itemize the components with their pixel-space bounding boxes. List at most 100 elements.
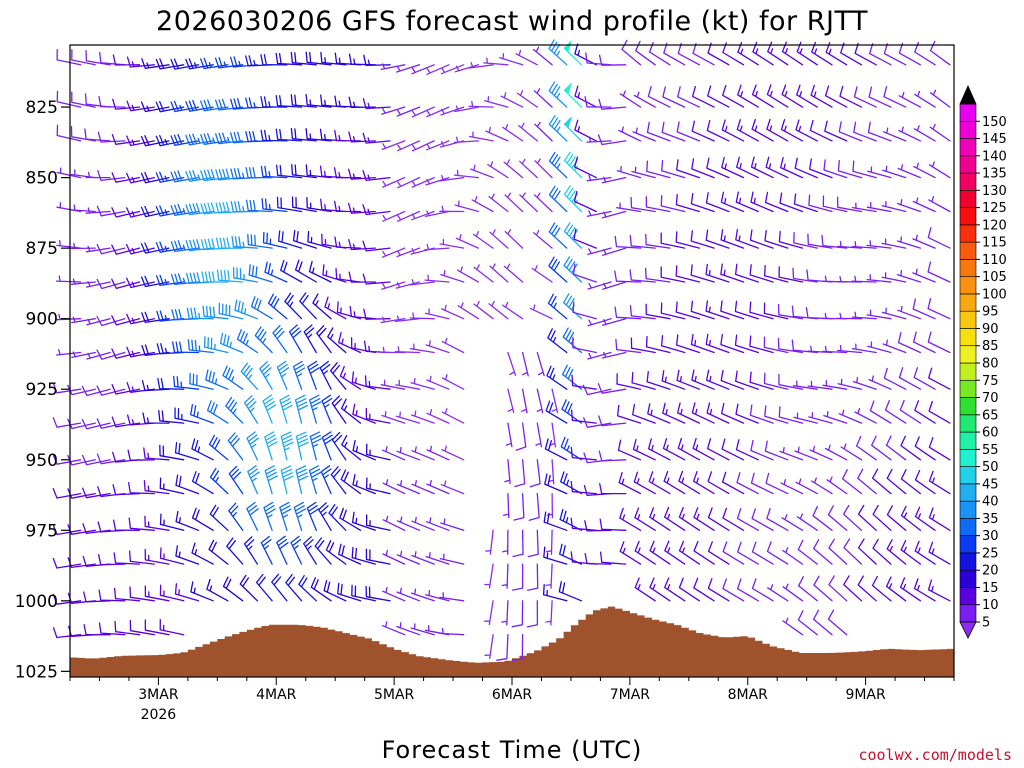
wind-barb — [661, 370, 686, 390]
wind-barb — [309, 394, 322, 424]
wind-barb-staff — [854, 408, 877, 424]
wind-barb-staff — [691, 158, 715, 179]
wind-barb — [275, 52, 303, 66]
wind-barb — [363, 308, 391, 320]
wind-barb-staff — [866, 274, 892, 283]
wind-barb-staff — [321, 394, 333, 424]
wind-barb-staff — [362, 204, 391, 216]
wind-barb — [200, 168, 229, 182]
wind-barb-staff — [573, 190, 597, 213]
wind-barb — [240, 362, 259, 390]
wind-barb-staff — [126, 277, 155, 289]
wind-barb-staff — [707, 471, 730, 495]
wind-barb-staff — [276, 535, 289, 565]
wind-barb — [821, 234, 848, 249]
wind-barb — [228, 502, 244, 531]
wind-barb — [484, 563, 494, 589]
wind-barb-staff — [646, 370, 671, 390]
wind-barb-staff — [275, 128, 303, 142]
wind-barb — [425, 176, 450, 186]
wind-barb — [503, 492, 510, 519]
wind-barb — [598, 415, 627, 427]
wind-barb — [314, 537, 332, 565]
wind-barb-staff — [721, 156, 745, 179]
wind-barb — [548, 81, 568, 108]
wind-barb-staff — [824, 85, 848, 108]
wind-barb — [529, 459, 541, 488]
wind-barb-staff — [312, 293, 332, 320]
colorbar-cell — [959, 259, 977, 277]
wind-barb — [499, 53, 524, 66]
wind-barb-staff — [900, 539, 922, 565]
wind-barb-staff — [722, 578, 745, 602]
wind-barb — [453, 169, 480, 179]
wind-barb — [319, 360, 332, 390]
wind-barb-staff — [230, 98, 259, 110]
wind-barb — [380, 63, 406, 71]
wind-barb-staff — [660, 335, 686, 354]
wind-barb-staff — [218, 302, 244, 320]
y-tick-label: 925 — [26, 380, 58, 400]
wind-barb-staff — [200, 99, 229, 112]
wind-barb-staff — [793, 232, 818, 249]
wind-barb — [807, 233, 833, 249]
wind-barb-staff — [583, 417, 612, 428]
wind-barb — [614, 270, 642, 283]
wind-barb-staff — [929, 40, 951, 66]
wind-barb-staff — [766, 541, 789, 565]
wind-barb-staff — [629, 235, 656, 249]
wind-barb — [548, 256, 568, 283]
wind-barb-staff — [280, 431, 294, 461]
wind-barb-staff — [339, 365, 362, 390]
wind-barb — [692, 470, 715, 495]
wind-barb-staff — [470, 164, 494, 179]
y-tick-label: 1000 — [15, 592, 58, 612]
wind-barb — [737, 41, 759, 66]
wind-barb-staff — [267, 293, 288, 320]
wind-barb-staff — [341, 435, 362, 461]
wind-barb — [234, 299, 259, 320]
wind-barb — [333, 167, 362, 179]
wind-barb — [663, 470, 686, 495]
colorbar-label: 55 — [982, 443, 999, 458]
wind-barb — [599, 518, 627, 531]
wind-barb — [96, 205, 126, 217]
wind-barb-staff — [141, 58, 170, 69]
wind-barb — [309, 431, 322, 461]
wind-barb — [796, 84, 818, 108]
wind-barb — [382, 445, 406, 461]
wind-barb-staff — [227, 432, 244, 461]
wind-barb-staff — [129, 619, 155, 636]
wind-barb-staff — [675, 265, 701, 283]
wind-barb — [898, 91, 922, 108]
wind-barb — [618, 126, 642, 142]
wind-barb-staff — [71, 351, 96, 359]
wind-barb — [174, 407, 200, 424]
wind-barb-staff — [619, 541, 642, 565]
wind-barb-staff — [96, 315, 126, 327]
colorbar-cell — [959, 345, 977, 364]
wind-barb — [563, 185, 583, 213]
wind-barb — [720, 369, 745, 390]
wind-barb-staff — [841, 469, 863, 495]
wind-barb — [512, 529, 524, 558]
wind-barb — [395, 379, 421, 390]
wind-barb-staff — [615, 338, 642, 354]
wind-barb-staff — [126, 172, 155, 184]
wind-barb-staff — [126, 207, 155, 218]
wind-barb-staff — [750, 472, 774, 495]
wind-barb — [751, 84, 774, 108]
wind-barb — [749, 335, 774, 354]
wind-barb — [200, 238, 229, 251]
wind-barb — [868, 375, 892, 390]
wind-barb-staff — [586, 174, 612, 182]
wind-barb-staff — [824, 444, 848, 461]
wind-barb — [126, 172, 155, 184]
wind-barb — [381, 281, 406, 290]
wind-barb-staff — [563, 256, 583, 283]
wind-barb — [143, 447, 170, 461]
wind-barb-staff — [630, 337, 656, 354]
wind-barb-staff — [426, 409, 450, 424]
wind-barb — [720, 229, 745, 249]
wind-barb — [678, 506, 701, 531]
